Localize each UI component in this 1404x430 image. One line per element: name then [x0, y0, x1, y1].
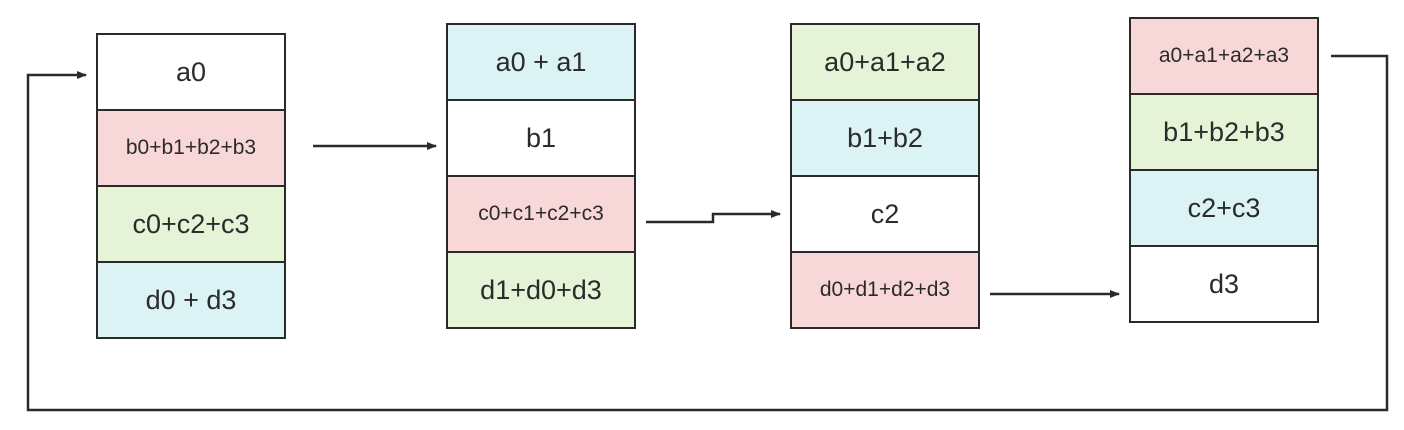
cell-a: a0: [98, 35, 284, 111]
cell-c: c0+c1+c2+c3: [448, 177, 634, 253]
arrow-stack2-to-stack3: [646, 210, 781, 224]
cell-b: b1+b2+b3: [1131, 95, 1317, 171]
stack-2: a0 + a1 b1 c0+c1+c2+c3 d1+d0+d3: [446, 23, 636, 329]
cell-a: a0+a1+a2: [792, 25, 978, 101]
cell-a: a0+a1+a2+a3: [1131, 19, 1317, 95]
stack-1: a0 b0+b1+b2+b3 c0+c2+c3 d0 + d3: [96, 33, 286, 339]
cell-d: d3: [1131, 247, 1317, 321]
cell-d: d0+d1+d2+d3: [792, 253, 978, 327]
cell-b: b0+b1+b2+b3: [98, 111, 284, 187]
cell-c: c2: [792, 177, 978, 253]
stack-3: a0+a1+a2 b1+b2 c2 d0+d1+d2+d3: [790, 23, 980, 329]
cell-b: b1+b2: [792, 101, 978, 177]
cell-d: d0 + d3: [98, 263, 284, 337]
cell-a: a0 + a1: [448, 25, 634, 101]
cell-b: b1: [448, 101, 634, 177]
cell-d: d1+d0+d3: [448, 253, 634, 327]
cell-c: c2+c3: [1131, 171, 1317, 247]
stack-4: a0+a1+a2+a3 b1+b2+b3 c2+c3 d3: [1129, 17, 1319, 323]
cell-c: c0+c2+c3: [98, 187, 284, 263]
